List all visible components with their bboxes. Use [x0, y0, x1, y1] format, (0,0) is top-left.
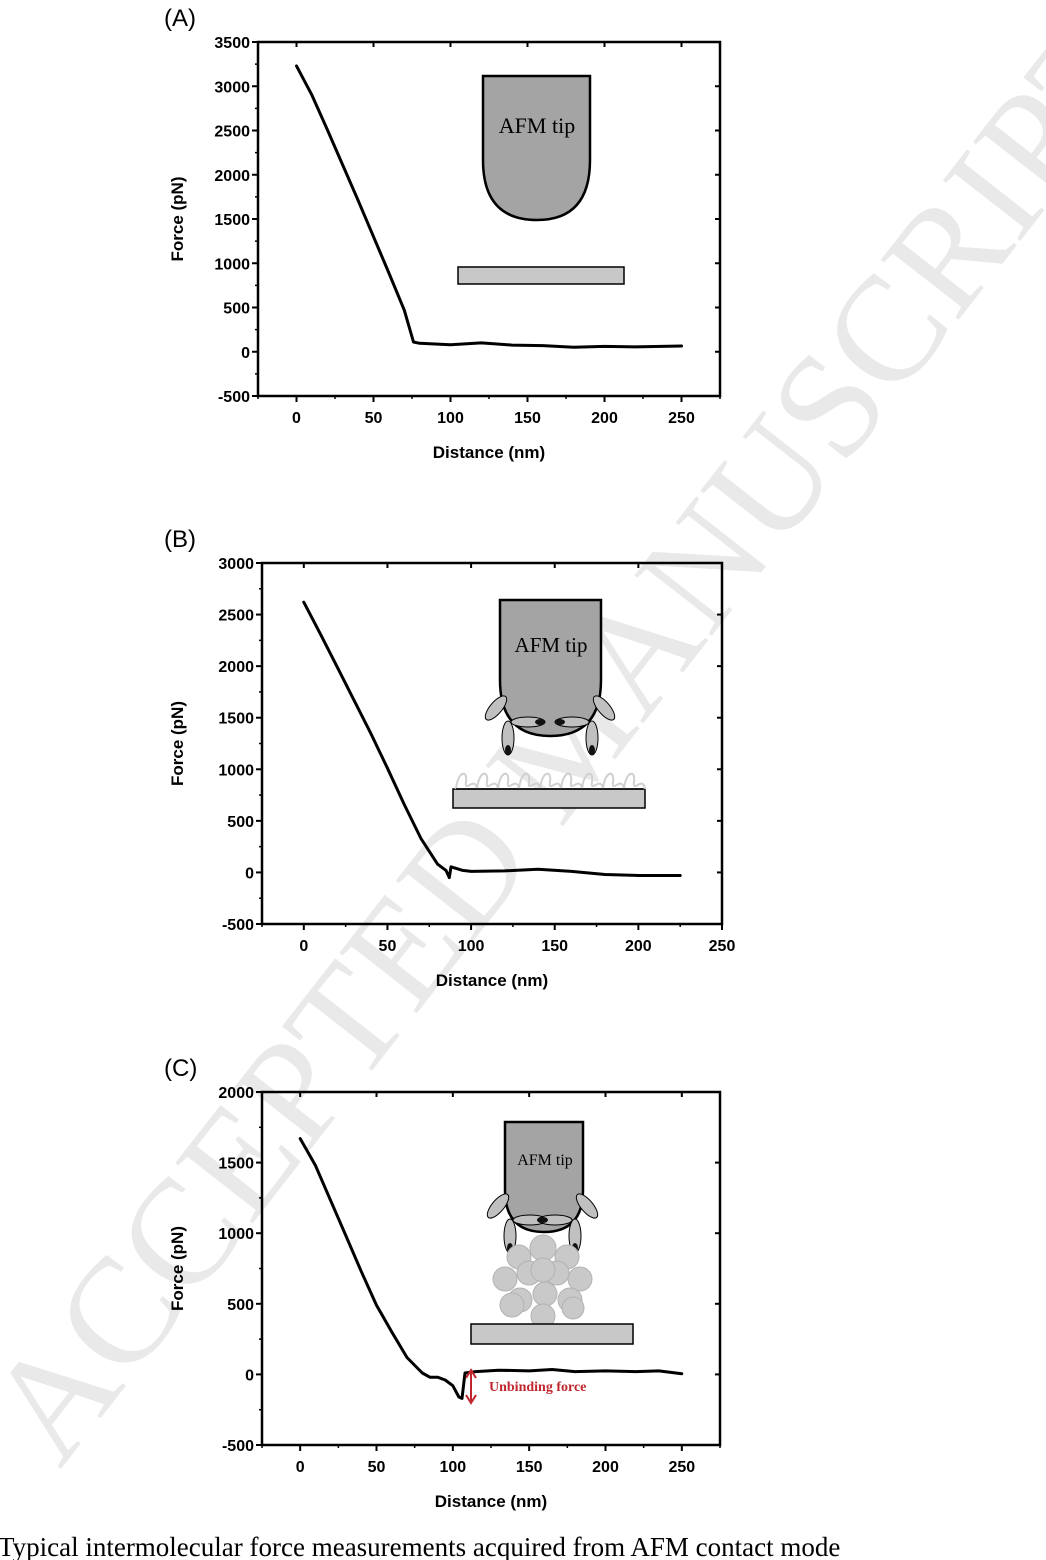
y-tick-label: 3500	[214, 35, 250, 52]
particle-sphere	[499, 1292, 525, 1318]
force-curve	[298, 1137, 684, 1400]
y-tick-label: 500	[223, 301, 250, 318]
x-tick-label: 0	[292, 410, 301, 427]
substrate	[470, 1323, 634, 1345]
force-curve	[302, 600, 682, 880]
x-tick-label: 250	[668, 1459, 695, 1476]
x-tick-label: 250	[668, 410, 695, 427]
plot-0: 0 50 100 150 200 250 -500 0 500 1000 1500 2000 2500 3…	[164, 5, 722, 462]
afm-tip-label: AFM tip	[499, 113, 575, 138]
inset-c: AFM tip Unbinding force	[465, 1120, 634, 1405]
x-tick-label: 200	[592, 1459, 619, 1476]
antibody-arm	[575, 1193, 599, 1219]
antibody-arm	[486, 1193, 510, 1219]
plot-2: 0 50 100 150 200 250 -500 0 500 1000 1500 2000 Dista…	[164, 1055, 722, 1511]
panel-label: (B)	[164, 526, 196, 553]
antibody-arm	[484, 695, 508, 721]
afm-tip	[498, 598, 603, 738]
x-axis-title: Distance (nm)	[433, 443, 545, 462]
antibody-tip	[538, 1217, 548, 1223]
unbinding-arrow-head	[465, 1394, 477, 1405]
antibody-arm	[592, 695, 616, 721]
afm-tip	[503, 1120, 585, 1234]
substrate	[452, 788, 646, 809]
antibody-icon	[484, 695, 546, 756]
particle-sphere	[529, 1234, 557, 1262]
y-tick-label: 1500	[214, 212, 250, 229]
inset-b: AFM tip	[452, 598, 646, 809]
y-tick-label: 0	[245, 1367, 254, 1384]
panel-label: (A)	[164, 5, 196, 32]
x-tick-label: 50	[365, 410, 383, 427]
unbinding-arrow-head	[465, 1368, 477, 1379]
y-tick-label: 2000	[218, 659, 254, 676]
particle-sphere	[561, 1296, 585, 1320]
antibody-tip	[555, 719, 565, 725]
antibody-tip	[505, 745, 511, 755]
inset-a: AFM tip	[457, 74, 625, 285]
y-tick-label: -500	[222, 1438, 254, 1455]
x-tick-label: 50	[368, 1459, 386, 1476]
afm-tip-label: AFM tip	[517, 1152, 573, 1169]
antibody-tip	[589, 745, 595, 755]
y-tick-label: 1000	[214, 256, 250, 273]
panel-label: (C)	[164, 1055, 197, 1082]
x-axis-title: Distance (nm)	[435, 1492, 547, 1511]
antibody-tip	[535, 719, 545, 725]
figure-caption: Typical intermolecular force measurement…	[0, 1532, 840, 1560]
y-tick-label: 2000	[214, 168, 250, 185]
unbinding-force-label: Unbinding force	[489, 1380, 586, 1395]
y-tick-label: 2500	[218, 608, 254, 625]
x-tick-label: 0	[299, 938, 308, 955]
particle-sphere	[492, 1266, 518, 1292]
y-tick-label: -500	[218, 389, 250, 406]
y-tick-label: 500	[227, 1297, 254, 1314]
plot-1: 0 50 100 150 200 250 -500 0 500 1000 1500 2000 2500 3…	[164, 526, 735, 990]
y-tick-label: 1500	[218, 711, 254, 728]
x-tick-label: 100	[439, 1459, 466, 1476]
antibody-icon	[554, 695, 616, 756]
y-tick-label: 1500	[218, 1156, 254, 1173]
y-tick-label: 2000	[218, 1085, 254, 1102]
force-curve	[295, 64, 683, 349]
particle-sphere	[530, 1257, 556, 1283]
y-tick-label: 3000	[214, 79, 250, 96]
x-tick-label: 100	[437, 410, 464, 427]
y-tick-label: 500	[227, 814, 254, 831]
y-tick-label: 3000	[218, 556, 254, 573]
x-tick-label: 200	[625, 938, 652, 955]
y-tick-label: 1000	[218, 1226, 254, 1243]
plots: 0 50 100 150 200 250-500050010001500200025003…	[164, 5, 735, 1511]
particle-sphere	[567, 1266, 593, 1292]
substrate	[457, 266, 625, 285]
surface-polymer	[455, 772, 646, 790]
x-tick-label: 150	[516, 1459, 543, 1476]
x-tick-label: 200	[591, 410, 618, 427]
afm-tip	[481, 74, 592, 222]
x-tick-label: 150	[541, 938, 568, 955]
x-tick-label: 100	[458, 938, 485, 955]
y-tick-label: 1000	[218, 762, 254, 779]
x-axis-title: Distance (nm)	[436, 971, 548, 990]
y-tick-label: 0	[245, 865, 254, 882]
y-tick-label: 2500	[214, 124, 250, 141]
afm-tip-label: AFM tip	[515, 633, 588, 657]
y-tick-label: 0	[241, 345, 250, 362]
x-tick-label: 250	[709, 938, 736, 955]
x-tick-label: 0	[296, 1459, 305, 1476]
particle-sphere	[532, 1281, 558, 1307]
y-axis-title: Force (pN)	[168, 1226, 187, 1311]
x-tick-label: 50	[379, 938, 397, 955]
x-tick-label: 150	[514, 410, 541, 427]
y-axis-title: Force (pN)	[168, 701, 187, 786]
y-axis-title: Force (pN)	[168, 177, 187, 262]
y-tick-label: -500	[222, 917, 254, 934]
